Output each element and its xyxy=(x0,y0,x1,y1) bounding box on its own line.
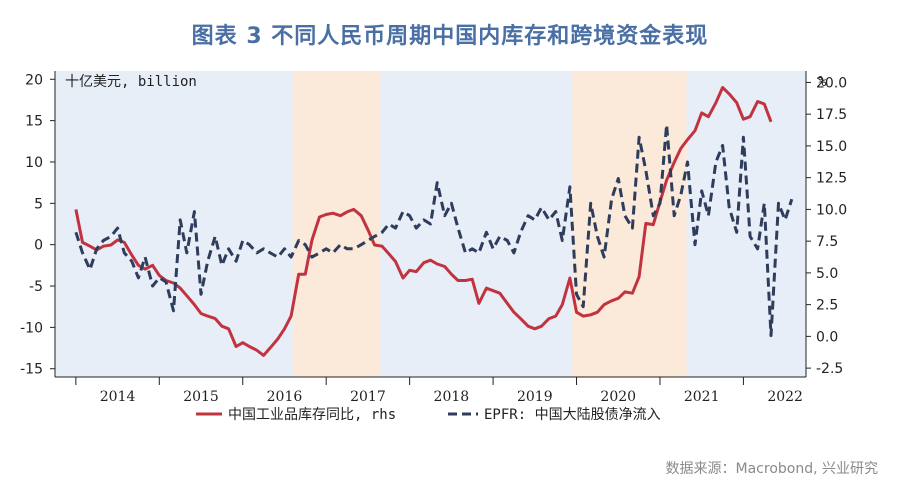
left-tick-label: -5 xyxy=(29,279,43,295)
left-axis-ticks: 20 15 10 5 0 -5 -10 -15 xyxy=(20,72,55,378)
plot-frame xyxy=(54,71,807,378)
series-line-1 xyxy=(74,123,794,338)
right-tick-label: 7.5 xyxy=(816,234,838,250)
legend-label-epfr: EPFR: 中国大陆股债净流入 xyxy=(484,407,661,423)
x-tick-label: 2019 xyxy=(517,389,553,405)
right-tick-label: 15.0 xyxy=(816,139,847,155)
right-tick-label: 17.5 xyxy=(816,107,847,123)
series-lines xyxy=(74,86,794,357)
shaded-period-1 xyxy=(292,71,381,377)
left-tick-label: 20 xyxy=(25,72,43,88)
left-tick-label: -10 xyxy=(20,320,43,336)
left-tick-label: -15 xyxy=(20,362,43,378)
right-unit-label: % xyxy=(818,74,827,90)
left-tick-label: 5 xyxy=(34,196,43,212)
right-tick-label: -2.5 xyxy=(816,361,843,377)
left-tick-label: 0 xyxy=(34,238,43,254)
legend-label-inventory: 中国工业品库存同比, rhs xyxy=(228,407,396,423)
x-axis-ticks: 2014 2015 2016 2017 2018 2019 2020 2021 2022 xyxy=(75,377,803,405)
x-tick-label: 2020 xyxy=(600,389,636,405)
right-tick-label: 0.0 xyxy=(816,329,838,345)
right-tick-label: 20.0 xyxy=(816,75,847,91)
source-note: 数据来源：Macrobond, 兴业研究 xyxy=(665,461,878,477)
x-tick-label: 2017 xyxy=(350,389,386,405)
x-tick-label: 2016 xyxy=(267,389,303,405)
x-tick-label: 2015 xyxy=(183,389,219,405)
right-tick-label: 5.0 xyxy=(816,266,838,282)
left-tick-label: 15 xyxy=(25,114,43,130)
shaded-period-2 xyxy=(380,71,573,377)
series-line-0 xyxy=(74,86,773,357)
right-tick-label: 10.0 xyxy=(816,202,847,218)
x-tick-label: 2014 xyxy=(100,389,136,405)
shaded-period-4 xyxy=(686,71,806,377)
left-unit-label: 十亿美元, billion xyxy=(65,74,197,90)
legend: 中国工业品库存同比, rhs EPFR: 中国大陆股债净流入 xyxy=(196,407,661,423)
right-tick-label: 2.5 xyxy=(816,298,838,314)
shaded-period-0 xyxy=(55,71,293,377)
x-tick-label: 2018 xyxy=(434,389,470,405)
right-tick-label: 12.5 xyxy=(816,171,847,187)
right-axis-ticks: 20.0 17.5 15.0 12.5 10.0 7.5 5.0 2.5 0.0 -2.5 xyxy=(806,75,847,377)
x-tick-label: 2021 xyxy=(684,389,720,405)
chart-title: 图表 3 不同人民币周期中国内库存和跨境资金表现 xyxy=(191,24,709,49)
shaded-periods xyxy=(55,71,806,377)
x-tick-label: 2022 xyxy=(767,389,803,405)
shaded-period-3 xyxy=(572,71,687,377)
left-tick-label: 10 xyxy=(25,155,43,171)
